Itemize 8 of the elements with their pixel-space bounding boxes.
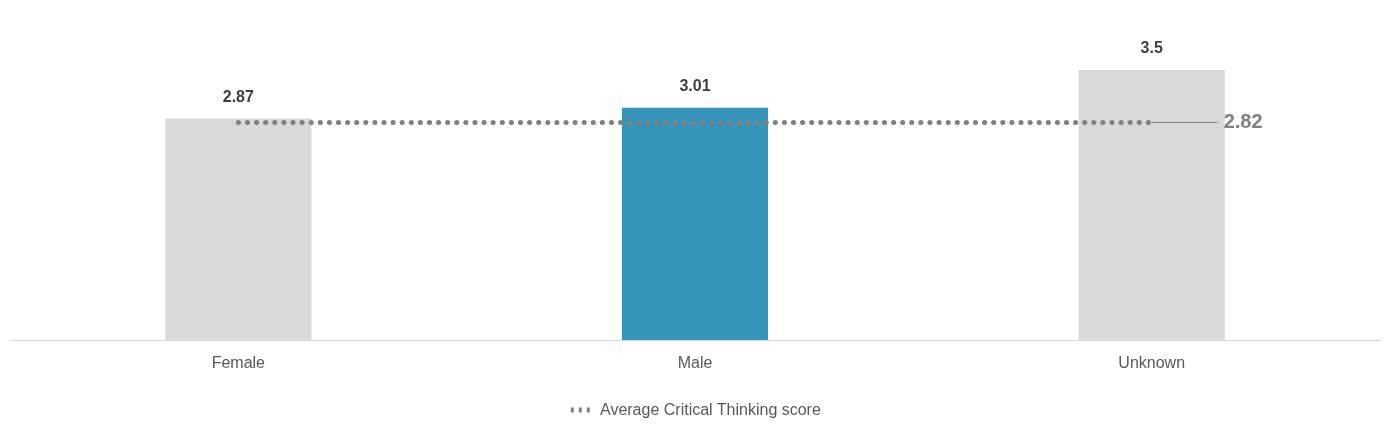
x-tick-label: Female bbox=[211, 353, 266, 371]
legend-label: Average Critical Thinking score bbox=[600, 401, 821, 418]
data-label: 3.5 bbox=[1140, 39, 1163, 56]
data-label: 2.82 bbox=[1223, 110, 1263, 133]
data-label: 3.01 bbox=[679, 76, 711, 94]
data-label: 2.87 bbox=[222, 87, 255, 105]
x-tick-label: Male bbox=[677, 353, 713, 371]
x-tick-label: Unknown bbox=[1118, 353, 1186, 371]
